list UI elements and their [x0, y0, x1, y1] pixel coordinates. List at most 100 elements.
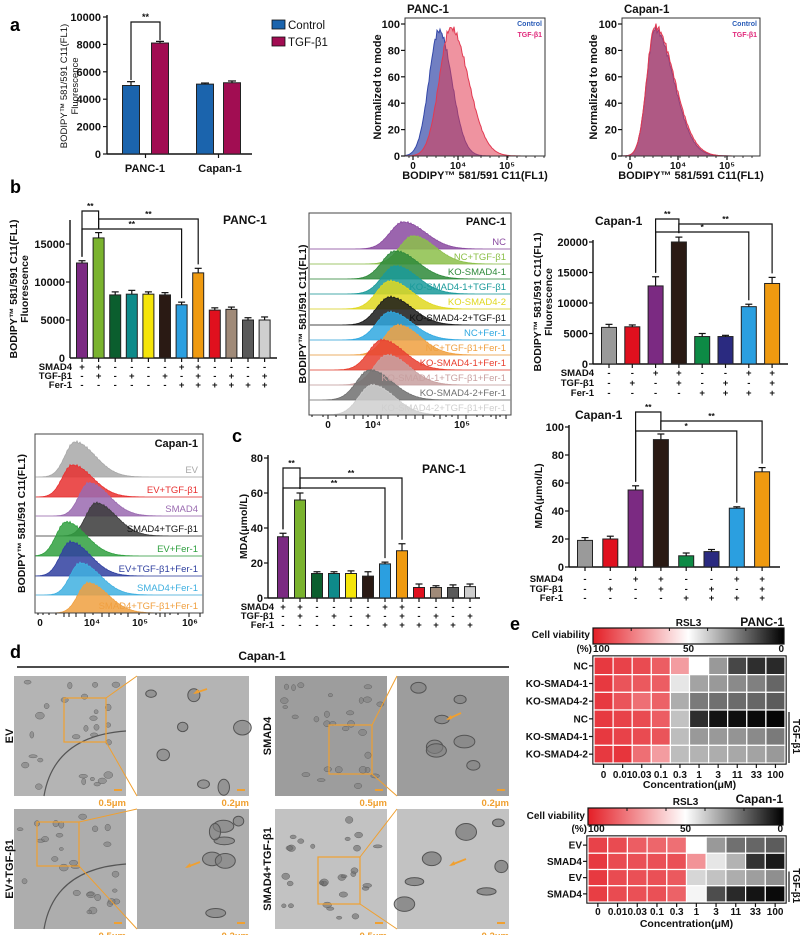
- heatmap-cell: [626, 836, 648, 854]
- bar: [277, 536, 289, 599]
- mitochondrion: [282, 705, 288, 709]
- mitochondrion: [43, 703, 50, 709]
- bar: [225, 308, 238, 359]
- histogram-curve: [310, 235, 510, 265]
- x-tick-label: 1: [694, 907, 700, 918]
- mitochondrion: [55, 833, 64, 838]
- bar: [328, 573, 340, 599]
- mitochondrion: [208, 823, 222, 841]
- zoom-connector: [359, 903, 398, 930]
- condition-sign: +: [734, 593, 740, 604]
- x-axis-label: BODIPY™ 581/591 C11(FL1): [402, 170, 548, 182]
- scale-bar-label: 0.5μm: [360, 798, 387, 809]
- mitochondrion: [94, 894, 102, 901]
- mitochondrion: [425, 743, 447, 758]
- condition-sign: +: [608, 584, 614, 595]
- significance-label: **: [145, 209, 152, 219]
- histogram-label: NC+TGF-β1: [454, 252, 506, 263]
- histogram-label: SMAD4: [165, 504, 198, 515]
- histogram-curve: [310, 338, 510, 371]
- heatmap-cell: [607, 836, 629, 854]
- condition-sign: +: [382, 602, 388, 613]
- y-tick-label: 10000: [34, 277, 65, 289]
- condition-sign: +: [676, 378, 682, 389]
- significance-bracket: [98, 218, 199, 265]
- heatmap-cell: [593, 656, 614, 676]
- mitochondrion: [103, 771, 113, 779]
- mitochondrion: [494, 859, 509, 874]
- arrow-icon-head: [193, 689, 199, 694]
- x-tick-label: 1: [696, 770, 702, 781]
- row-label: EV: [569, 873, 583, 884]
- histogram-label: SMAD4+TGF-β1: [127, 524, 198, 535]
- category-label: PANC-1: [125, 163, 165, 175]
- mitochondrion: [453, 694, 467, 705]
- mitochondrion: [358, 729, 367, 736]
- heatmap-cell: [669, 691, 691, 711]
- histogram-curve: [36, 481, 202, 517]
- heatmap-cell: [727, 744, 748, 764]
- y-tick-label: 15000: [34, 239, 65, 251]
- histogram-curve: [310, 249, 510, 280]
- legend-label: TGF-β1: [733, 32, 758, 39]
- zoom-region-box: [317, 856, 361, 905]
- tem-panel: Capan-10.5μm0.2μmEV0.5μm0.2μmEV+TGF-β10.…: [4, 649, 509, 935]
- x-tick-label: 10⁵: [719, 161, 735, 172]
- heatmap-cell: [650, 691, 671, 711]
- significance-label: **: [708, 411, 715, 421]
- condition-sign: -: [263, 362, 266, 373]
- heatmap-cell: [764, 885, 786, 903]
- mitochondrion: [453, 734, 476, 749]
- mitochondrion: [323, 766, 332, 773]
- mitochondrion: [111, 870, 120, 878]
- mitochondrion: [86, 909, 92, 915]
- condition-sign: +: [759, 593, 765, 604]
- condition-sign: -: [298, 620, 301, 631]
- mitochondrion: [281, 903, 287, 908]
- condition-sign: -: [685, 584, 688, 595]
- heatmap-cell: [669, 727, 691, 746]
- heatmap-cell: [593, 744, 614, 764]
- legend-swatch: [271, 36, 286, 47]
- bar: [379, 563, 391, 599]
- bar: [430, 587, 442, 599]
- scale-bar-label: 0.2μm: [222, 931, 249, 935]
- heatmap-cell: [765, 656, 786, 676]
- zoom-connector: [78, 808, 138, 823]
- tem-row-label: EV: [4, 728, 16, 743]
- plot-title: PANC-1: [422, 462, 466, 476]
- x-tick-label: 0.3: [673, 770, 687, 781]
- y-tick-label: 20: [251, 558, 263, 570]
- condition-sign: -: [147, 371, 150, 382]
- condition-sign: -: [213, 371, 216, 382]
- mitochondrion: [233, 719, 252, 736]
- mitochondrion: [297, 838, 305, 844]
- mitochondrion: [69, 860, 78, 866]
- significance-bracket: [299, 477, 403, 540]
- plot-title: Capan-1: [155, 438, 198, 450]
- condition-sign: +: [96, 371, 102, 382]
- condition-sign: +: [399, 620, 405, 631]
- heatmap-cell: [669, 656, 691, 676]
- mitochondrion: [97, 777, 107, 784]
- y-tick-label: 8000: [77, 39, 101, 51]
- y-tick-label: 0: [257, 593, 263, 605]
- b-bar-capan1: 0 5000 10000 15000 20000 BODIPY™ 581/591 C11(…: [532, 209, 788, 399]
- mitochondrion: [336, 915, 343, 920]
- x-axis-label: BODIPY™ 581/591 C11(FL1): [618, 170, 764, 182]
- y-tick-label: 40: [388, 98, 400, 110]
- condition-sign: -: [315, 620, 318, 631]
- condition-sign: -: [607, 378, 610, 389]
- bar: [764, 282, 781, 365]
- bar: [694, 336, 711, 365]
- heatmap-cell: [705, 836, 727, 854]
- heatmap-cell: [727, 709, 748, 729]
- legend-label: TGF-β1: [518, 32, 543, 39]
- mitochondrion: [78, 774, 88, 779]
- condition-sign: -: [383, 611, 386, 622]
- plot-frame: [308, 212, 512, 416]
- heatmap-cell: [626, 852, 648, 871]
- mitochondrion: [289, 834, 297, 840]
